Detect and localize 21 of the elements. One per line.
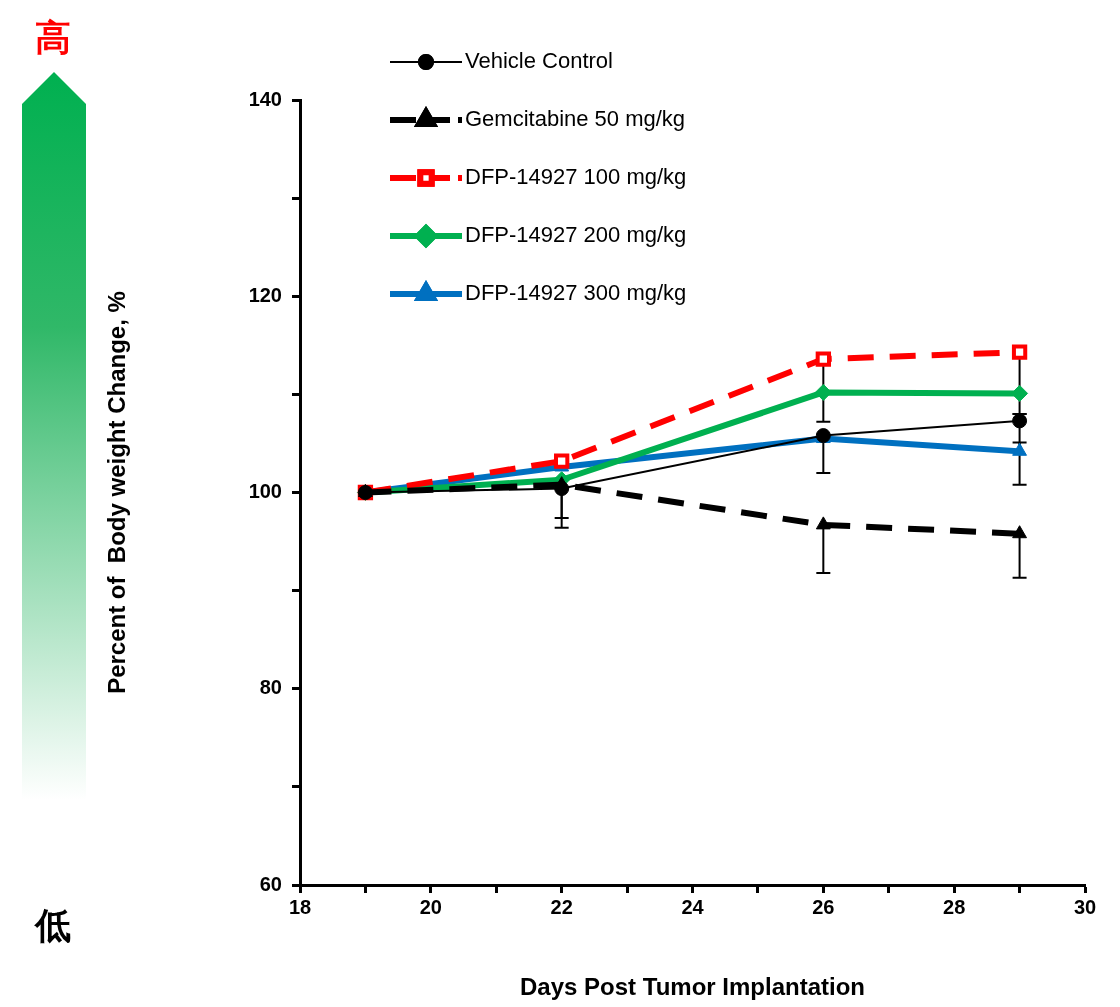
legend-label: Vehicle Control	[465, 48, 613, 74]
x-tick-label: 20	[419, 895, 442, 918]
x-tick-label: 18	[288, 895, 312, 918]
legend-label: DFP-14927 300 mg/kg	[465, 280, 687, 306]
x-tick-label: 24	[681, 895, 705, 918]
x-tick-label: 22	[550, 895, 573, 918]
legend-label: DFP-14927 100 mg/kg	[465, 164, 687, 190]
x-tick-label: 28	[943, 895, 966, 918]
x-tick-label: 30	[1073, 895, 1097, 918]
y-tick-label: 100	[248, 480, 282, 503]
text: 低	[35, 904, 71, 948]
y-tick-label: 80	[259, 676, 282, 699]
y-tick-label: 120	[248, 283, 282, 306]
y-axis-title: Percent of Body weight Change, %	[103, 291, 131, 694]
text: 高	[35, 16, 71, 60]
y-tick-label: 140	[248, 87, 282, 110]
x-axis-title: Days Post Tumor Implantation	[520, 973, 865, 1001]
x-tick-label: 26	[812, 895, 835, 918]
y-tick-label: 60	[259, 872, 282, 895]
legend-label: DFP-14927 200 mg/kg	[465, 222, 687, 248]
legend-label: Gemcitabine 50 mg/kg	[465, 106, 686, 132]
